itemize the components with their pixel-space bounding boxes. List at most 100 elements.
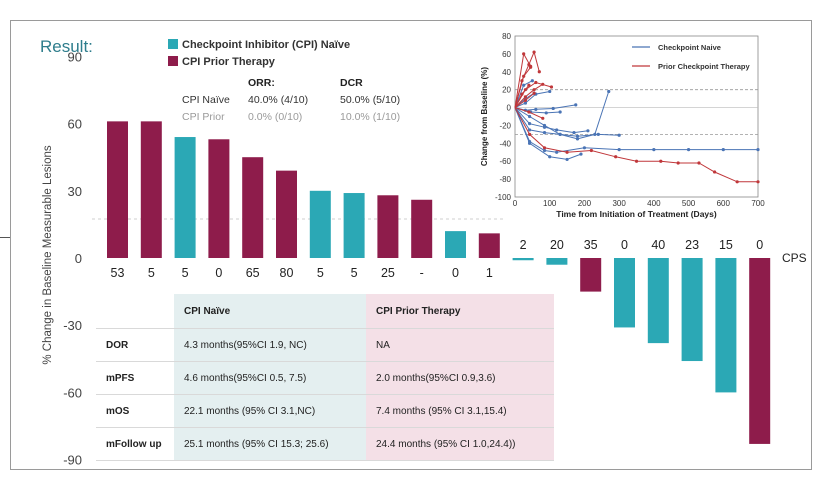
cps-label: - xyxy=(420,266,424,280)
spider-point xyxy=(617,133,621,137)
legend-item-cpi-naive: Checkpoint Inhibitor (CPI) Naïve xyxy=(168,39,350,51)
cps-label: 0 xyxy=(452,266,459,280)
spider-y-tick: 40 xyxy=(502,68,511,77)
cps-axis-label: CPS xyxy=(782,251,807,265)
spider-point xyxy=(527,114,532,119)
response-table: ORR: DCR CPI Naïve 40.0% (4/10) 50.0% (5… xyxy=(180,73,402,126)
orr-value: 40.0% (4/10) xyxy=(248,93,309,106)
spider-point xyxy=(542,148,547,153)
y-tick-label: -30 xyxy=(63,318,82,333)
spider-point xyxy=(555,150,559,154)
spider-point xyxy=(537,70,541,74)
spider-point xyxy=(544,111,548,115)
dcr-value: 50.0% (5/10) xyxy=(340,93,401,106)
legend-label-prior: CPI Prior Therapy xyxy=(182,56,275,68)
mos-naive: 22.1 months (95% CI 3.1,NC) xyxy=(174,394,366,428)
dor-prior: NA xyxy=(366,328,554,362)
result-title: Result: xyxy=(40,37,93,56)
spider-point xyxy=(530,79,534,83)
spider-y-tick: 80 xyxy=(502,32,511,41)
spider-point xyxy=(721,147,725,152)
waterfall-bar xyxy=(411,199,433,258)
edge-divider xyxy=(0,237,10,238)
spider-point xyxy=(586,129,590,133)
spider-point xyxy=(676,161,680,165)
waterfall-bar xyxy=(377,195,399,258)
spider-point xyxy=(634,159,639,163)
spider-point xyxy=(558,110,562,114)
y-tick-label: 30 xyxy=(68,184,82,199)
spider-point xyxy=(574,103,578,107)
spider-y-tick: -60 xyxy=(499,157,511,166)
spider-point xyxy=(527,122,532,126)
spider-point xyxy=(527,128,532,132)
spider-point xyxy=(522,83,526,87)
waterfall-bar xyxy=(512,258,534,261)
cps-label: 1 xyxy=(486,266,493,280)
table-row: mPFS 4.6 months(95%CI 0.5, 7.5) 2.0 mont… xyxy=(96,361,554,395)
spider-point xyxy=(522,52,526,56)
y-tick-label: 0 xyxy=(75,251,82,266)
spider-legend-label: Checkpoint Naive xyxy=(658,43,721,52)
row-label-dor: DOR xyxy=(96,328,174,362)
waterfall-bar xyxy=(445,231,466,258)
dcr-header: DCR xyxy=(340,76,363,89)
mfollowup-prior: 24.4 months (95% CI 1.0,24.4)) xyxy=(366,427,554,461)
waterfall-bar xyxy=(242,157,264,258)
table-row: DOR 4.3 months(95%CI 1.9, NC) NA xyxy=(96,328,554,362)
spider-point xyxy=(548,89,552,94)
legend-swatch-naive xyxy=(168,39,178,49)
mpfs-naive: 4.6 months(95%CI 0.5, 7.5) xyxy=(174,361,366,395)
row-label-mfollowup: mFollow up xyxy=(96,427,174,461)
spider-point xyxy=(607,89,611,94)
spider-plot-area xyxy=(514,35,759,198)
spider-point xyxy=(565,150,569,154)
spider-x-axis-label: Time from Initiation of Treatment (Days) xyxy=(556,209,717,219)
spider-point xyxy=(532,91,536,95)
y-tick-label: 90 xyxy=(68,49,82,64)
spider-point xyxy=(527,132,532,136)
spider-x-tick: 200 xyxy=(578,199,592,208)
response-row-label: CPI Prior xyxy=(182,110,225,123)
spider-point xyxy=(572,131,576,135)
spider-point xyxy=(542,131,547,135)
spider-point xyxy=(659,159,663,163)
y-tick-label: 60 xyxy=(68,117,82,132)
spider-point xyxy=(575,137,580,141)
waterfall-bar xyxy=(208,139,230,258)
spider-point xyxy=(756,180,760,184)
spider-point xyxy=(582,146,587,150)
waterfall-bar xyxy=(546,258,568,265)
cps-label: 20 xyxy=(550,238,564,252)
legend-swatch-prior xyxy=(168,56,178,66)
spider-point xyxy=(548,155,552,159)
waterfall-bar xyxy=(614,258,635,328)
waterfall-bar xyxy=(715,258,737,393)
waterfall-bar xyxy=(107,121,128,258)
spider-x-tick: 700 xyxy=(751,199,765,208)
spider-point xyxy=(551,106,555,111)
spider-y-tick: 0 xyxy=(507,104,512,113)
y-tick-label: -60 xyxy=(63,385,82,400)
spider-x-tick: 300 xyxy=(612,199,626,208)
y-tick-label: -90 xyxy=(63,453,82,468)
table-row: mOS 22.1 months (95% CI 3.1,NC) 7.4 mont… xyxy=(96,394,554,428)
summary-table: CPI Naïve CPI Prior Therapy DOR 4.3 mont… xyxy=(96,294,554,461)
waterfall-bar xyxy=(647,258,669,344)
cps-label: 40 xyxy=(651,238,665,252)
response-row-label: CPI Naïve xyxy=(182,93,230,106)
cps-label: 5 xyxy=(182,266,189,280)
spider-point xyxy=(523,101,528,105)
spider-x-tick: 0 xyxy=(513,199,518,208)
spider-series-line xyxy=(514,83,544,108)
waterfall-bar xyxy=(580,258,602,292)
spider-point xyxy=(596,132,600,136)
spider-point xyxy=(575,134,580,138)
row-label-mos: mOS xyxy=(96,394,174,428)
cps-label: 23 xyxy=(685,238,699,252)
waterfall-bar xyxy=(681,258,703,362)
spider-point xyxy=(713,170,717,174)
spider-y-tick: -100 xyxy=(495,193,512,202)
summary-header-naive: CPI Naïve xyxy=(174,294,366,329)
